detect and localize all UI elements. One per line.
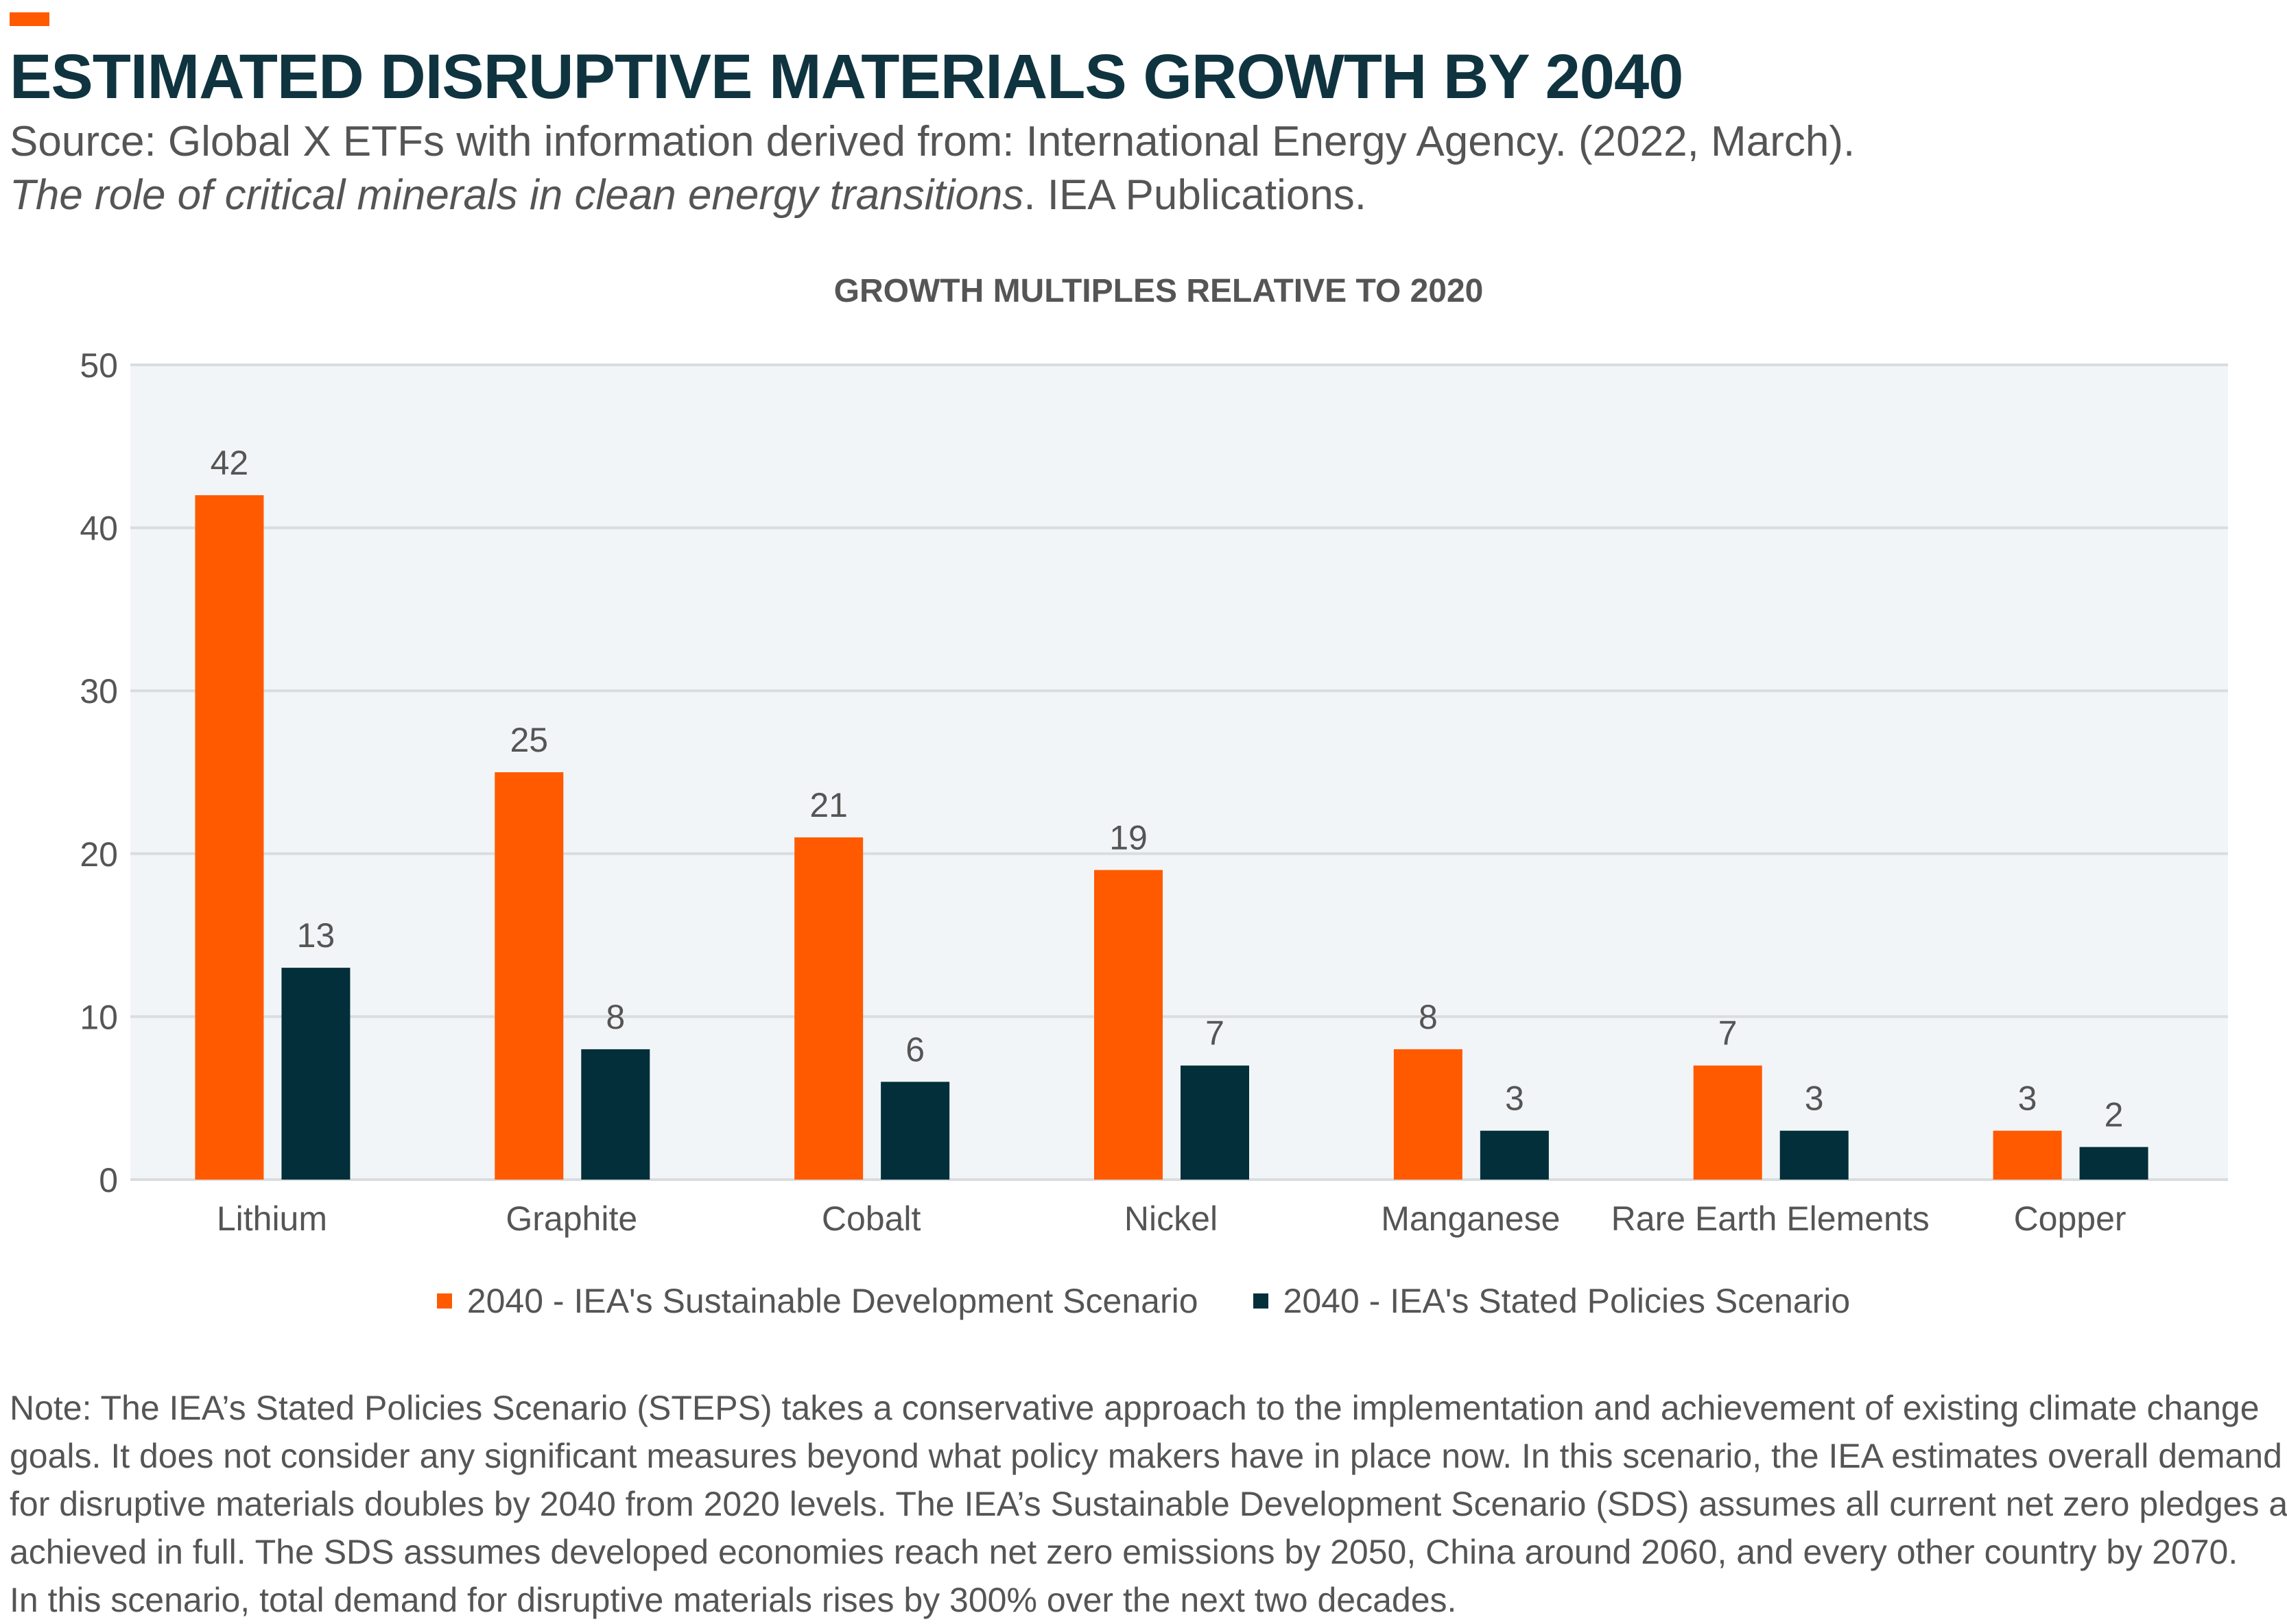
x-tick-label: Manganese — [1381, 1199, 1560, 1238]
legend-label-steps: 2040 - IEA's Stated Policies Scenario — [1283, 1282, 1851, 1320]
legend-item-sds: 2040 - IEA's Sustainable Development Sce… — [436, 1281, 1198, 1321]
plot-area — [130, 365, 2228, 1180]
y-tick-label: 0 — [99, 1161, 118, 1199]
source-publisher: . IEA Publications. — [1023, 171, 1367, 219]
source-line-1: Source: Global X ETFs with information d… — [10, 118, 1856, 165]
data-label-steps: 7 — [1205, 1014, 1224, 1053]
x-tick-label: Lithium — [217, 1199, 327, 1238]
footnote-line: goals. It does not consider any signific… — [10, 1437, 2282, 1475]
x-tick-label: Graphite — [506, 1199, 637, 1238]
bar-steps — [1480, 1130, 1549, 1180]
x-tick-label: Nickel — [1124, 1199, 1218, 1238]
bar-steps — [581, 1049, 650, 1180]
footnote-line: achieved in full. The SDS assumes develo… — [10, 1533, 2238, 1571]
footnote: Note: The IEA’s Stated Policies Scenario… — [10, 1384, 2287, 1624]
bar-steps — [1779, 1130, 1849, 1180]
data-label-sds: 25 — [510, 721, 548, 759]
accent-bar — [10, 12, 49, 26]
bar-chart: GROWTH MULTIPLES RELATIVE TO 2020 0 10 20 30… — [80, 273, 2228, 1238]
data-label-steps: 8 — [606, 998, 625, 1036]
data-label-steps: 6 — [905, 1030, 925, 1068]
data-label-sds: 7 — [1718, 1014, 1738, 1053]
chart-title: GROWTH MULTIPLES RELATIVE TO 2020 — [834, 273, 1484, 309]
x-tick-label: Copper — [2014, 1199, 2126, 1238]
data-label-sds: 8 — [1419, 998, 1438, 1036]
y-tick-label: 50 — [80, 346, 118, 385]
bar-steps — [881, 1082, 950, 1180]
data-label-steps: 3 — [1505, 1079, 1524, 1118]
data-label-sds: 21 — [809, 786, 848, 824]
bar-steps — [1181, 1065, 1249, 1180]
bar-sds — [1094, 870, 1163, 1180]
bar-sds — [1693, 1065, 1762, 1180]
source-line-2: The role of critical minerals in clean e… — [10, 169, 1855, 222]
data-label-steps: 13 — [297, 916, 335, 955]
page-title: ESTIMATED DISRUPTIVE MATERIALS GROWTH BY… — [10, 42, 1683, 112]
source-citation: Source: Global X ETFs with information d… — [10, 115, 1855, 222]
source-publication-title: The role of critical minerals in clean e… — [10, 171, 1024, 219]
footnote-line: In this scenario, total demand for disru… — [10, 1581, 1457, 1619]
legend-swatch-steps — [1253, 1293, 1268, 1309]
y-tick-label: 40 — [80, 510, 118, 548]
chart-legend: 2040 - IEA's Sustainable Development Sce… — [0, 1281, 2287, 1321]
bar-sds — [1993, 1130, 2062, 1180]
data-label-sds: 3 — [2018, 1079, 2037, 1118]
x-tick-label: Rare Earth Elements — [1611, 1199, 1930, 1238]
footnote-line: for disruptive materials doubles by 2040… — [10, 1485, 2287, 1523]
x-tick-label: Cobalt — [822, 1199, 921, 1238]
bar-sds — [1393, 1049, 1462, 1180]
data-label-steps: 3 — [1805, 1079, 1824, 1118]
footnote-line: Note: The IEA’s Stated Policies Scenario… — [10, 1389, 2260, 1427]
legend-item-steps: 2040 - IEA's Stated Policies Scenario — [1253, 1281, 1851, 1321]
legend-swatch-sds — [436, 1293, 452, 1309]
y-tick-label: 20 — [80, 835, 118, 874]
data-label-sds: 19 — [1109, 819, 1148, 857]
y-tick-label: 30 — [80, 672, 118, 710]
bar-sds — [794, 837, 864, 1180]
y-tick-label: 10 — [80, 998, 118, 1036]
data-label-sds: 42 — [211, 444, 249, 482]
legend-label-sds: 2040 - IEA's Sustainable Development Sce… — [466, 1282, 1198, 1320]
bar-sds — [195, 495, 264, 1180]
bar-sds — [495, 772, 564, 1180]
bar-steps — [281, 968, 351, 1180]
data-label-steps: 2 — [2105, 1095, 2124, 1134]
bar-steps — [2079, 1147, 2148, 1180]
